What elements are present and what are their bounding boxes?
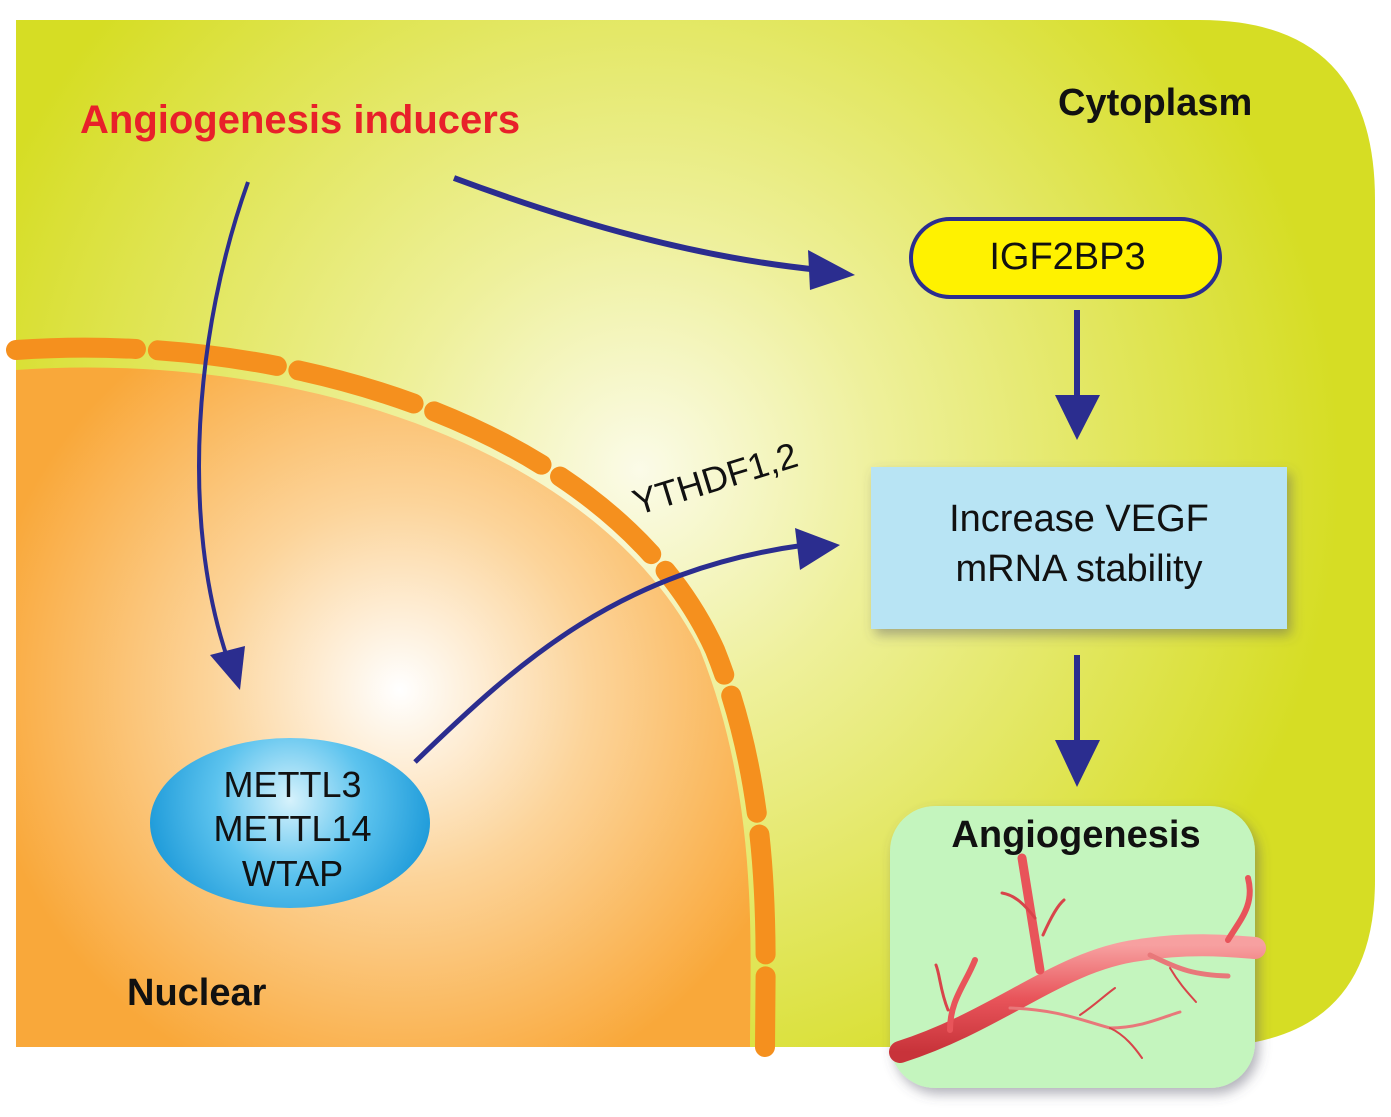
writer-mettl3: METTL3: [223, 764, 362, 805]
arrow-inducers-to-igf2bp3: [452, 175, 855, 290]
vegf-label-line1: Increase VEGF: [949, 498, 1209, 540]
vegf-box: [871, 467, 1287, 629]
writer-wtap: WTAP: [241, 853, 344, 894]
igf2bp3-pill: [909, 217, 1222, 299]
angiogenesis-label: Angiogenesis: [951, 814, 1201, 856]
igf2bp3-label: IGF2BP3: [989, 236, 1146, 278]
vegf-label-line2: mRNA stability: [955, 548, 1203, 590]
inducers-label: Angiogenesis inducers: [80, 98, 521, 142]
blood-vessel-illustration: [889, 853, 1266, 1063]
arrow-vegf-to-angiogenesis: [1055, 655, 1100, 787]
nuclear-label: Nuclear: [127, 972, 267, 1014]
writers-ellipse: [150, 738, 430, 908]
cytoplasm-label: Cytoplasm: [1058, 82, 1253, 124]
arrow-writers-to-vegf: [413, 528, 840, 764]
arrow-igf2bp3-to-vegf: [1055, 310, 1100, 440]
writer-mettl14: METTL14: [213, 808, 372, 849]
arrow-inducers-to-writers: [197, 181, 250, 690]
